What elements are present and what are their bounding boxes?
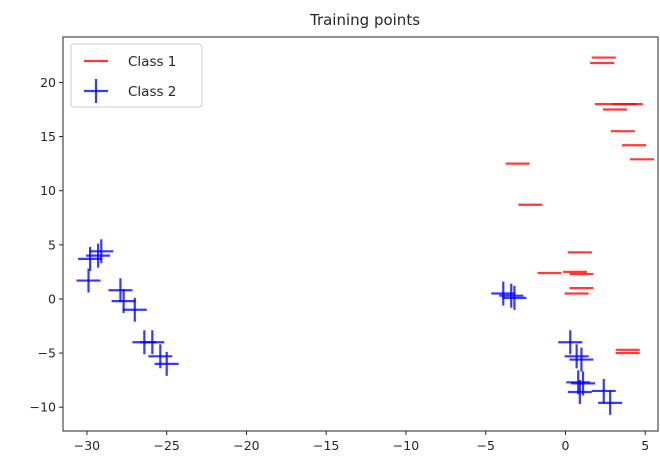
y-tick-label: 15: [40, 129, 56, 144]
legend-label: Class 1: [128, 54, 176, 70]
chart-title: Training points: [309, 11, 420, 29]
y-tick-label: 20: [40, 75, 56, 90]
x-tick-label: 5: [641, 438, 649, 453]
class-2-point: [558, 330, 583, 355]
class-2-point: [564, 344, 589, 369]
plot-frame: [62, 36, 659, 432]
class-2-point: [598, 390, 623, 415]
legend: Class 1 Class 2: [70, 43, 203, 108]
class-2-point: [154, 351, 179, 376]
class-2-point: [569, 347, 594, 372]
x-tick-label: 0: [562, 438, 570, 453]
class-2-point: [76, 268, 101, 293]
x-tick-label: −5: [477, 438, 495, 453]
y-tick-label: −5: [38, 346, 56, 361]
x-axis: −30 −25 −20 −15 −10 −5 0 5: [74, 431, 649, 453]
class-2-point: [591, 378, 616, 403]
plot-markers: [76, 56, 655, 415]
class-2-point: [122, 297, 147, 322]
y-tick-label: 0: [48, 291, 56, 306]
class-2-point: [567, 380, 592, 405]
x-tick-label: −30: [74, 438, 100, 453]
class-2-point: [78, 246, 103, 271]
class-2-point: [140, 330, 165, 355]
legend-marker-class-2: [84, 79, 108, 103]
class-2-point: [502, 285, 527, 310]
x-tick-label: −15: [313, 438, 339, 453]
legend-label: Class 2: [128, 84, 176, 100]
class-2-point: [108, 278, 133, 303]
y-tick-label: 5: [48, 237, 56, 252]
x-tick-label: −20: [233, 438, 259, 453]
y-axis: −10 −5 0 5 10 15 20: [30, 75, 63, 415]
series-1: [505, 56, 655, 355]
class-2-point: [499, 283, 524, 308]
x-tick-label: −10: [393, 438, 419, 453]
y-tick-label: −10: [30, 400, 56, 415]
x-tick-label: −25: [153, 438, 179, 453]
series-2: [76, 239, 623, 415]
y-tick-label: 10: [40, 183, 56, 198]
